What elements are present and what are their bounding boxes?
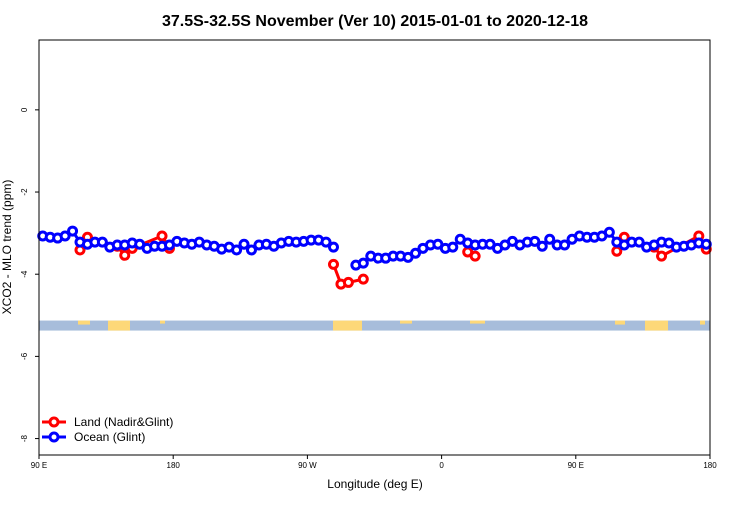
land-patch (700, 320, 705, 325)
x-tick-label: 0 (439, 461, 444, 470)
ocean-point (357, 257, 369, 269)
x-tick-label: 90 E (31, 461, 47, 470)
ocean-point (447, 241, 459, 253)
ocean-point (536, 240, 548, 252)
chart-title: 37.5S-32.5S November (Ver 10) 2015-01-01… (162, 13, 588, 30)
ocean-point (529, 235, 541, 247)
land-point (156, 230, 168, 242)
ocean-point (96, 236, 108, 248)
y-tick-label: -4 (20, 270, 29, 278)
ocean-point (327, 241, 339, 253)
x-tick-label: 180 (167, 461, 181, 470)
land-point (327, 258, 339, 270)
ocean-point (59, 230, 71, 242)
ocean-point (231, 244, 243, 256)
ocean-point (238, 238, 250, 250)
y-tick-label: -2 (20, 188, 29, 196)
land-point (357, 273, 369, 285)
x-tick-label: 90 W (298, 461, 317, 470)
y-axis-label: XCO2 - MLO trend (ppm) (0, 180, 14, 315)
ocean-point (245, 244, 257, 256)
land-patch (160, 320, 165, 324)
ocean-point (603, 226, 615, 238)
land-patch (470, 320, 485, 324)
land-patch (645, 320, 668, 331)
legend-ocean-marker (48, 431, 60, 443)
y-tick-label: -8 (20, 434, 29, 442)
ocean-point (700, 238, 712, 250)
land-patch (108, 320, 130, 331)
ocean-point (544, 233, 556, 245)
plot-frame (38, 39, 711, 456)
y-tick-label: 0 (20, 107, 29, 112)
land-patch (78, 320, 90, 325)
land-patch (615, 320, 625, 325)
x-axis-label: Longitude (deg E) (327, 477, 422, 491)
land-ocean-mask (39, 320, 710, 331)
x-tick-label: 180 (703, 461, 717, 470)
land-point (342, 276, 354, 288)
x-tick-label: 90 E (568, 461, 584, 470)
y-tick-label: -6 (20, 352, 29, 360)
ocean-point (67, 225, 79, 237)
legend-ocean-label: Ocean (Glint) (74, 430, 145, 444)
land-patch (333, 320, 362, 331)
ocean-point (320, 236, 332, 248)
legend-land-label: Land (Nadir&Glint) (74, 415, 173, 429)
legend-land-marker (48, 416, 60, 428)
series-layer (37, 225, 712, 290)
land-patch (400, 320, 412, 324)
land-point (611, 245, 623, 257)
land-point (469, 250, 481, 262)
ocean-point (410, 247, 422, 259)
x-axis: 90 E 180 90 W 0 90 E 180 (31, 455, 717, 470)
legend: Land (Nadir&Glint) Ocean (Glint) (42, 415, 173, 444)
land-point (119, 249, 131, 261)
y-axis: 0 -2 -4 -6 -8 (20, 107, 39, 442)
ocean-point (633, 236, 645, 248)
ocean-point (559, 239, 571, 251)
land-point (656, 250, 668, 262)
ocean-strip (39, 320, 710, 331)
